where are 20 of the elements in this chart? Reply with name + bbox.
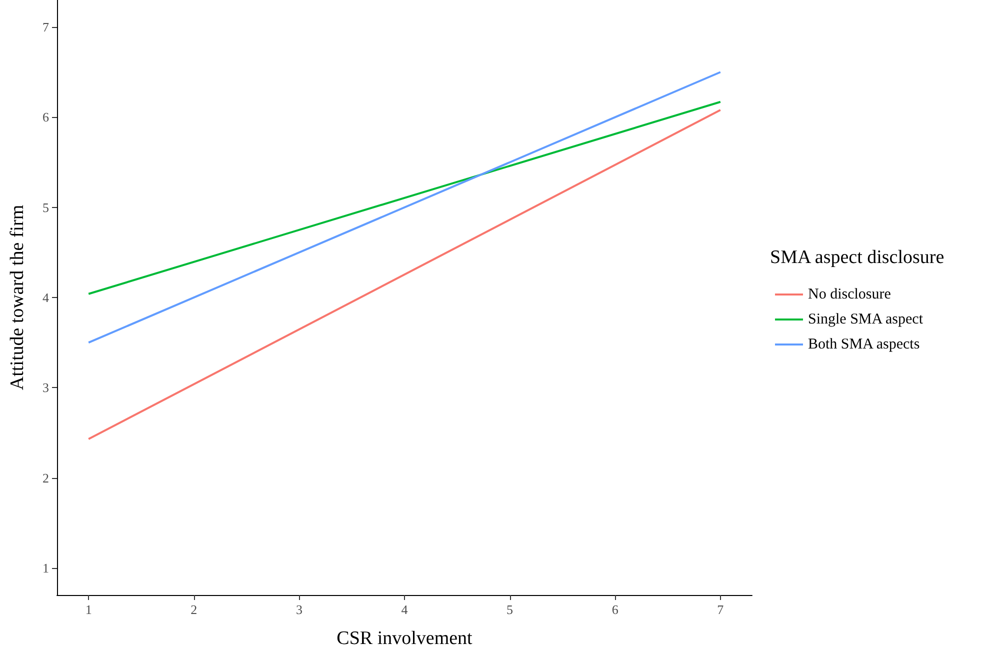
y-tick-label: 2 (42, 470, 49, 486)
y-axis-title: Attitude toward the firm (7, 204, 28, 390)
x-tick-label: 1 (85, 602, 92, 617)
x-tick-label: 4 (401, 602, 408, 617)
y-tick-label: 6 (42, 110, 50, 125)
legend-label: Single SMA aspect (808, 312, 924, 328)
x-tick-label: 6 (612, 602, 619, 617)
y-tick-label: 3 (42, 380, 49, 396)
y-tick-label: 4 (42, 290, 50, 305)
y-tick-label: 7 (42, 20, 50, 35)
y-tick-label: 1 (42, 560, 49, 576)
x-tick-label: 7 (717, 602, 724, 617)
legend-label: No disclosure (808, 286, 892, 302)
y-tick-label: 5 (42, 200, 49, 215)
x-axis-title: CSR involvement (336, 628, 474, 649)
legend-title: SMA aspect disclosure (770, 247, 944, 268)
x-tick-label: 5 (506, 602, 514, 617)
x-tick-label: 2 (190, 602, 198, 617)
x-tick-label: 3 (296, 602, 302, 617)
legend-label: Both SMA aspects (808, 336, 920, 352)
